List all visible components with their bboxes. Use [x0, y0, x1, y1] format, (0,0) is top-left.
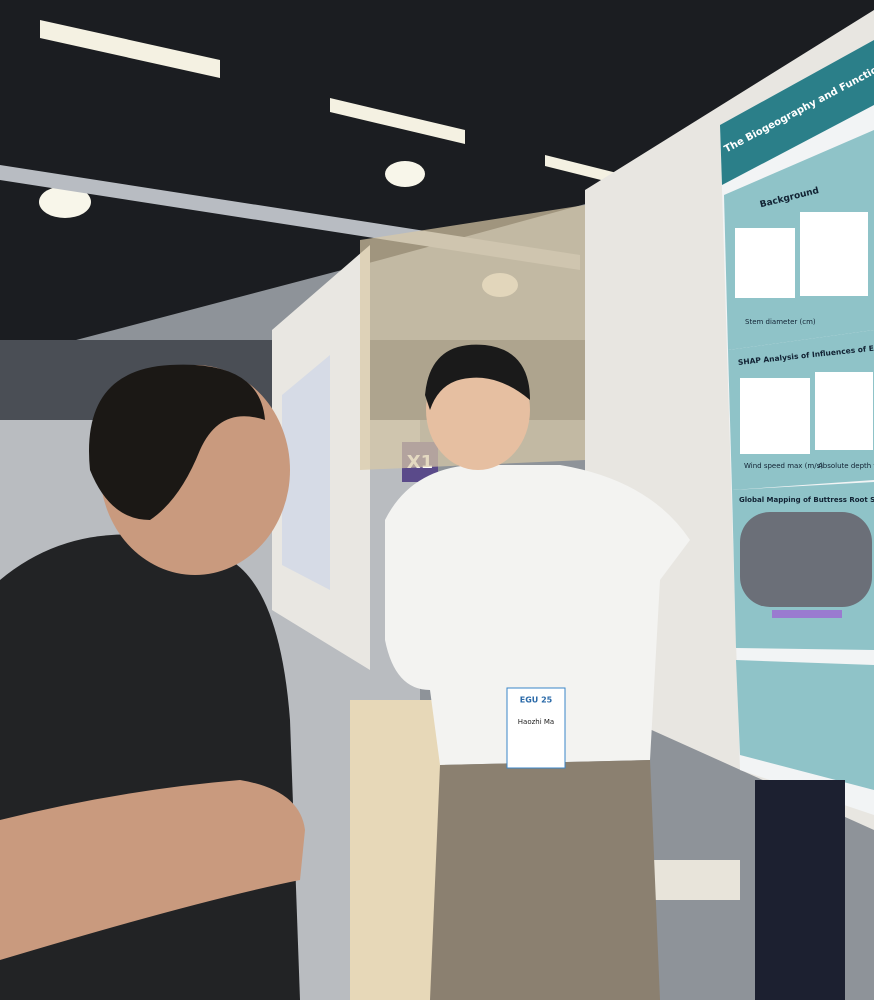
person-background	[755, 780, 845, 1000]
shirt	[385, 465, 690, 765]
plot	[735, 228, 795, 298]
axis-label: Stem diameter (cm)	[745, 318, 816, 326]
poster-panel	[736, 660, 874, 790]
plot	[800, 212, 868, 296]
plot	[740, 378, 810, 454]
podium	[350, 700, 445, 1000]
badge	[506, 687, 566, 769]
ceiling	[0, 0, 874, 360]
poster-header	[720, 40, 874, 185]
axis-label: Absolute depth to	[818, 462, 874, 470]
trousers	[430, 760, 660, 1000]
light	[330, 98, 465, 144]
section-heading: Global Mapping of Buttress Root Species …	[739, 496, 874, 504]
lamp	[39, 186, 91, 218]
color-bar	[772, 610, 842, 618]
man-hair	[89, 364, 265, 520]
hair	[425, 344, 530, 410]
lamp	[385, 161, 425, 187]
world-map	[740, 512, 872, 607]
chair	[640, 860, 740, 900]
arm	[0, 780, 305, 960]
badge-event: EGU 25	[520, 696, 553, 705]
plot	[815, 372, 873, 450]
light	[40, 20, 220, 78]
side-poster	[282, 355, 330, 590]
axis-label: Wind speed max (m/s)	[744, 462, 823, 470]
badge-name: Haozhi Ma	[518, 718, 554, 726]
